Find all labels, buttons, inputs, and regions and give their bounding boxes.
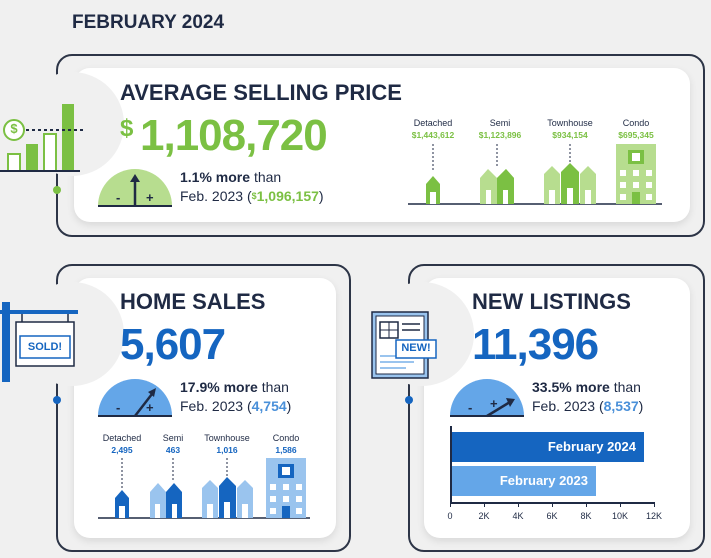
frame-dot <box>53 396 61 404</box>
sold-sign-icon <box>0 302 78 382</box>
sales-title: HOME SALES <box>120 289 266 314</box>
listings-than: than <box>613 379 641 395</box>
dollar-icon: $ <box>10 121 18 136</box>
listings-change: 33.5% more <box>532 379 610 395</box>
price-type-label: Condo <box>622 118 650 128</box>
listing-flyer-icon <box>371 311 437 379</box>
sales-type-label: Condo <box>272 433 300 443</box>
page-date-title: FEBRUARY 2024 <box>72 12 225 33</box>
chart-tick-label: 12K <box>645 511 662 521</box>
svg-text:-: - <box>116 190 120 205</box>
svg-text:-: - <box>116 400 120 415</box>
listings-comparison: 33.5% more than Feb. 2023 (8,537) <box>532 378 643 416</box>
sales-gauge-icon: - + <box>98 379 172 417</box>
price-gauge-icon: - + <box>98 169 172 207</box>
chart-tick-mark <box>552 502 553 507</box>
price-prev-value: 1,096,157 <box>256 188 319 204</box>
listings-title: NEW LISTINGS <box>472 289 631 314</box>
listings-gauge-icon: - + <box>450 379 524 418</box>
listings-chart: February 2024 February 2023 0 2K 4K 6K 8K 10K 1… <box>447 426 662 526</box>
sales-change: 17.9% more <box>180 379 258 395</box>
svg-text:+: + <box>490 396 498 411</box>
sales-type-value: 2,495 <box>111 445 133 455</box>
price-than: than <box>253 169 282 185</box>
chart-tick-label: 2K <box>478 511 490 521</box>
sales-type-label: Detached <box>102 433 142 443</box>
sales-comparison: 17.9% more than Feb. 2023 (4,754) <box>180 378 291 416</box>
chart-bar: February 2023 <box>452 466 596 496</box>
price-value: 1,108,720 <box>140 111 328 160</box>
chart-tick-label: 4K <box>512 511 524 521</box>
listings-panel-frame <box>408 264 705 552</box>
price-type-label: Townhouse <box>547 118 593 128</box>
price-prev-prefix: Feb. 2023 ( <box>180 188 252 204</box>
sales-value: 5,607 <box>120 320 226 369</box>
price-comparison: 1.1% more than Feb. 2023 ($1,096,157) <box>180 168 324 206</box>
sales-prev-suffix: ) <box>286 398 292 414</box>
price-houses-icon <box>408 144 662 205</box>
sales-prev-value: 4,754 <box>251 398 287 414</box>
sales-panel-frame <box>56 264 351 552</box>
listings-value: 11,396 <box>472 320 599 369</box>
sales-type-value: 1,586 <box>275 445 297 455</box>
price-prev-currency: $ <box>251 191 257 201</box>
svg-text:+: + <box>146 190 154 205</box>
price-currency: $ <box>120 115 133 142</box>
sales-type-value: 463 <box>165 445 181 455</box>
price-type-value: $1,443,612 <box>411 130 455 140</box>
svg-text:+: + <box>146 400 154 415</box>
listings-prev-value: 8,537 <box>603 398 639 414</box>
sales-than: than <box>261 379 289 395</box>
sales-type-label: Townhouse <box>204 433 250 443</box>
chart-tick-label: 8K <box>580 511 592 521</box>
price-type-value: $1,123,896 <box>478 130 522 140</box>
price-growth-icon <box>0 104 84 172</box>
frame-dot <box>405 396 413 404</box>
sales-type-value: 1,016 <box>216 445 238 455</box>
chart-bar: February 2024 <box>452 432 644 462</box>
chart-tick-mark <box>484 502 485 507</box>
frame-dot <box>53 186 61 194</box>
new-badge-label: NEW! <box>401 342 431 354</box>
price-change: 1.1% more <box>180 169 251 185</box>
sales-houses-icon <box>98 458 310 519</box>
chart-axis-line <box>450 426 452 504</box>
chart-tick-mark <box>586 502 587 507</box>
price-type-value: $934,154 <box>552 130 588 140</box>
sales-type-label: Semi <box>162 433 184 443</box>
chart-tick-label: 6K <box>546 511 558 521</box>
listings-prev-prefix: Feb. 2023 ( <box>532 398 604 414</box>
chart-tick-mark <box>620 502 621 507</box>
chart-tick-label: 10K <box>611 511 628 521</box>
svg-text:-: - <box>468 400 472 415</box>
chart-tick-mark <box>518 502 519 507</box>
chart-bar-label: February 2023 <box>499 473 588 488</box>
price-title: AVERAGE SELLING PRICE <box>120 80 402 105</box>
listings-prev-suffix: ) <box>638 398 644 414</box>
price-type-label: Semi <box>489 118 511 128</box>
chart-bar-label: February 2024 <box>547 439 636 454</box>
chart-tick-mark <box>654 502 655 507</box>
sales-prev-prefix: Feb. 2023 ( <box>180 398 252 414</box>
price-prev-suffix: ) <box>318 188 324 204</box>
chart-tick-mark <box>450 502 451 507</box>
price-type-label: Detached <box>413 118 453 128</box>
chart-tick-label: 0 <box>447 511 453 521</box>
sold-sign-label: SOLD! <box>27 341 63 353</box>
price-type-value: $695,345 <box>618 130 654 140</box>
